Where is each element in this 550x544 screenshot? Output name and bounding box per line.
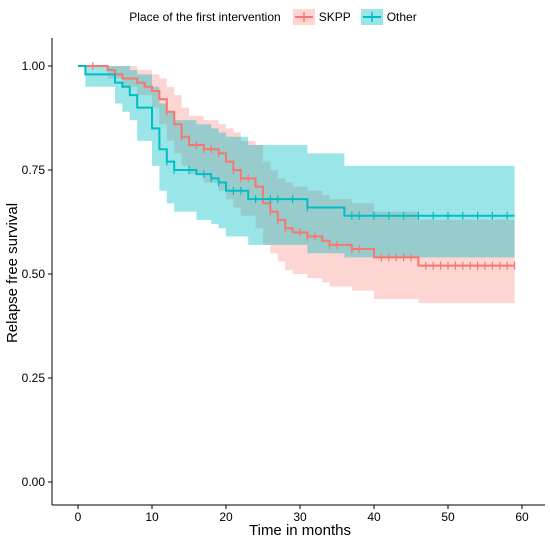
x-tick-label: 20 [219, 510, 233, 524]
y-tick-label: 0.50 [22, 267, 46, 281]
y-axis-title: Relapse free survival [4, 203, 21, 343]
legend-title: Place of the first intervention [129, 10, 281, 24]
confidence-band-skpp [78, 66, 515, 304]
survival-curves [78, 65, 515, 267]
legend-entry-other[interactable]: Other [360, 9, 417, 25]
confidence-bands [78, 66, 515, 304]
x-tick-label: 40 [367, 510, 381, 524]
legend-label-other: Other [386, 10, 417, 24]
x-tick-label: 10 [145, 510, 159, 524]
axes: 0 10 20 30 40 50 60 0.00 0.25 0.50 0.75 1.00 [22, 38, 545, 524]
x-tick-label: 0 [75, 510, 82, 524]
y-tick-label: 0.00 [22, 475, 46, 489]
x-tick-label: 30 [293, 510, 307, 524]
legend-entry-skpp[interactable]: SKPP [292, 9, 351, 25]
survival-curve-skpp [78, 65, 515, 267]
legend-key-other-icon [360, 9, 383, 25]
legend: Place of the first intervention SKPP Oth… [0, 6, 550, 28]
x-tick-label: 50 [441, 510, 455, 524]
y-tick-label: 0.25 [22, 371, 46, 385]
legend-key-skpp-icon [292, 9, 315, 25]
y-tick-label: 0.75 [22, 163, 46, 177]
x-axis-title: Time in months [249, 522, 351, 539]
y-tick-label: 1.00 [22, 59, 46, 73]
x-tick-label: 60 [515, 510, 529, 524]
legend-label-skpp: SKPP [318, 10, 351, 24]
confidence-band-other [78, 66, 515, 258]
censor-marks [92, 62, 516, 270]
survival-curve-other [78, 65, 515, 217]
